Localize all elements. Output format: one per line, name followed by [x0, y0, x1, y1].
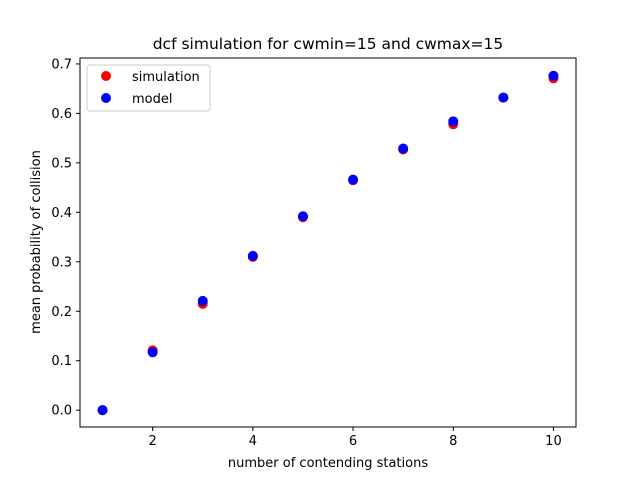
model-point: [147, 347, 158, 358]
x-tick-label: 6: [349, 434, 357, 449]
x-tick-label: 4: [249, 434, 257, 449]
legend-box: [86, 64, 211, 112]
y-tick-label: 0.2: [51, 305, 72, 320]
model-point: [448, 116, 459, 127]
y-axis-label-group: mean probability of collision: [29, 150, 44, 334]
series-model: [97, 70, 559, 416]
y-tick-label: 0.1: [51, 354, 72, 369]
points-layer: [97, 70, 559, 416]
y-axis-label: mean probability of collision: [29, 150, 44, 334]
legend-label-simulation: simulation: [132, 70, 200, 85]
y-tick-label: 0.5: [51, 156, 72, 171]
model-point: [498, 92, 509, 103]
model-point: [197, 295, 208, 306]
x-tick-label: 10: [545, 434, 562, 449]
chart-title: dcf simulation for cwmin=15 and cwmax=15: [153, 35, 504, 53]
model-point: [398, 143, 409, 154]
model-point: [297, 211, 308, 222]
y-tick-label: 0.4: [51, 206, 72, 221]
legend-marker-model: [101, 93, 111, 103]
x-tick-label: 2: [149, 434, 157, 449]
model-point: [548, 70, 559, 81]
ticks-layer: 2 4 6 8 10 0.0 0.1 0.2 0.3 0.4 0.5 0.6 0.7: [51, 57, 561, 449]
y-tick-label: 0.6: [51, 107, 72, 122]
plot-frame: [79, 57, 577, 428]
x-axis-label: number of contending stations: [228, 456, 428, 471]
legend: simulation model: [86, 64, 211, 112]
legend-marker-simulation: [101, 71, 111, 81]
y-tick-label: 0.7: [51, 57, 72, 72]
model-point: [247, 250, 258, 261]
model-point: [97, 405, 108, 416]
y-tick-label: 0.3: [51, 255, 72, 270]
x-tick-label: 8: [449, 434, 457, 449]
model-point: [348, 174, 359, 185]
legend-label-model: model: [132, 92, 172, 107]
y-tick-label: 0.0: [51, 404, 72, 419]
